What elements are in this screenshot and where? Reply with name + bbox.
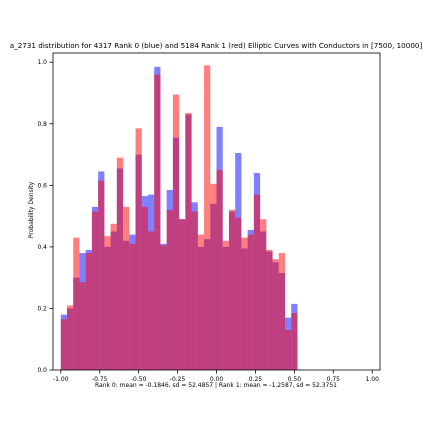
y-tick-label: 0.6 xyxy=(37,182,47,189)
bar-rank1-7 xyxy=(104,236,111,370)
bar-rank1-33 xyxy=(266,249,273,370)
x-tick-label: 0.25 xyxy=(249,376,263,383)
bar-rank1-8 xyxy=(110,223,117,370)
bar-rank1-10 xyxy=(123,206,130,370)
bar-rank1-15 xyxy=(154,74,161,370)
x-tick-label: -0.75 xyxy=(92,376,108,383)
bar-rank1-9 xyxy=(116,157,124,370)
chart-title: a_2731 distribution for 4317 Rank 0 (blu… xyxy=(10,41,423,50)
bar-rank1-35 xyxy=(278,253,286,370)
bar-rank1-30 xyxy=(247,234,254,370)
y-tick-label: 0.0 xyxy=(37,367,47,374)
bar-rank1-20 xyxy=(185,113,192,371)
y-tick-label: 1.0 xyxy=(37,59,47,66)
bar-rank1-13 xyxy=(141,206,148,370)
x-tick-label: 0.75 xyxy=(327,376,341,383)
bar-rank1-16 xyxy=(160,245,167,370)
x-tick-label: -0.50 xyxy=(131,376,147,383)
bar-rank1-1 xyxy=(67,305,74,370)
x-axis: -1.00 -0.75 -0.50 -0.25 0.00 0.25 0.50 0.75 1.00 xyxy=(53,370,379,383)
bar-rank1-17 xyxy=(166,209,173,370)
bar-rank1-11 xyxy=(129,243,136,370)
bar-rank1-31 xyxy=(253,194,261,370)
bar-rank1-26 xyxy=(222,240,229,370)
y-axis-label: Probability Density xyxy=(28,181,35,238)
bar-rank1-4 xyxy=(85,253,92,370)
bar-rank1-36 xyxy=(285,329,292,370)
x-axis-label: Rank 0: mean = -0.1846, sd = 52.4857 | R… xyxy=(95,382,337,389)
bar-rank1-2 xyxy=(73,237,80,370)
bar-rank1-29 xyxy=(241,237,248,370)
bar-rank1-24 xyxy=(210,183,217,370)
bar-rank1-0 xyxy=(60,319,68,370)
y-tick-label: 0.4 xyxy=(37,244,47,251)
bar-rank1-21 xyxy=(191,211,198,370)
x-tick-label: 0.50 xyxy=(288,376,302,383)
bar-rank1-37 xyxy=(291,313,298,370)
x-tick-label: -1.00 xyxy=(53,376,69,383)
bar-rank1-19 xyxy=(179,219,186,370)
x-tick-label: 1.00 xyxy=(366,376,380,383)
y-axis: 0.0 0.2 0.4 0.6 0.8 1.0 xyxy=(37,59,53,374)
bar-rank1-32 xyxy=(260,219,267,370)
x-tick-label: 0.00 xyxy=(210,376,224,383)
bar-rank1-27 xyxy=(228,209,236,370)
bar-rank1-18 xyxy=(172,94,180,370)
rank-1-series xyxy=(60,65,298,371)
bar-rank1-34 xyxy=(272,259,279,370)
bar-rank1-6 xyxy=(98,180,105,370)
bar-rank1-12 xyxy=(135,128,142,370)
y-tick-label: 0.2 xyxy=(37,305,47,312)
bar-rank1-23 xyxy=(204,65,211,371)
bar-rank1-14 xyxy=(147,231,155,370)
bar-rank1-3 xyxy=(79,282,86,370)
bar-rank1-22 xyxy=(197,234,205,370)
x-tick-label: -0.25 xyxy=(170,376,186,383)
bar-rank1-28 xyxy=(235,217,242,370)
bar-rank1-25 xyxy=(216,169,223,370)
y-tick-label: 0.8 xyxy=(37,121,47,128)
bar-rank1-5 xyxy=(91,211,99,370)
